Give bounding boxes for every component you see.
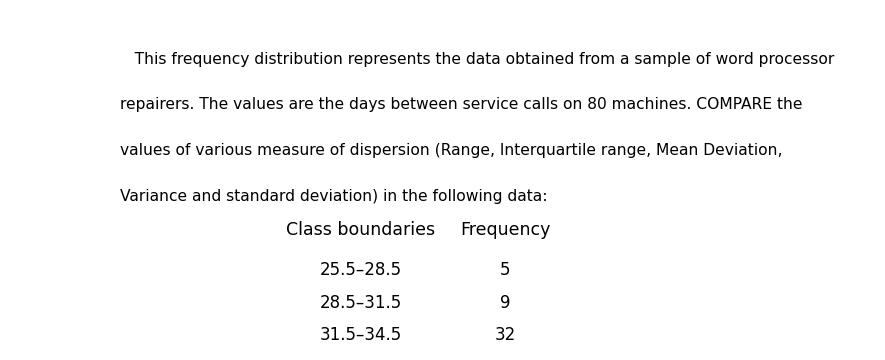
Text: Variance and standard deviation) in the following data:: Variance and standard deviation) in the …	[119, 189, 547, 204]
Text: 9: 9	[500, 293, 511, 311]
Text: 31.5–34.5: 31.5–34.5	[319, 326, 402, 344]
Text: 34.5–37.5: 34.5–37.5	[319, 359, 402, 360]
Text: 32: 32	[495, 326, 516, 344]
Text: This frequency distribution represents the data obtained from a sample of word p: This frequency distribution represents t…	[119, 51, 834, 67]
Text: 28.5–31.5: 28.5–31.5	[319, 293, 402, 311]
Text: 20: 20	[495, 359, 516, 360]
Text: repairers. The values are the days between service calls on 80 machines. COMPARE: repairers. The values are the days betwe…	[119, 97, 802, 112]
Text: 5: 5	[500, 261, 511, 279]
Text: 25.5–28.5: 25.5–28.5	[319, 261, 402, 279]
Text: Frequency: Frequency	[460, 221, 550, 239]
Text: values of various measure of dispersion (Range, Interquartile range, Mean Deviat: values of various measure of dispersion …	[119, 143, 782, 158]
Text: Class boundaries: Class boundaries	[287, 221, 435, 239]
